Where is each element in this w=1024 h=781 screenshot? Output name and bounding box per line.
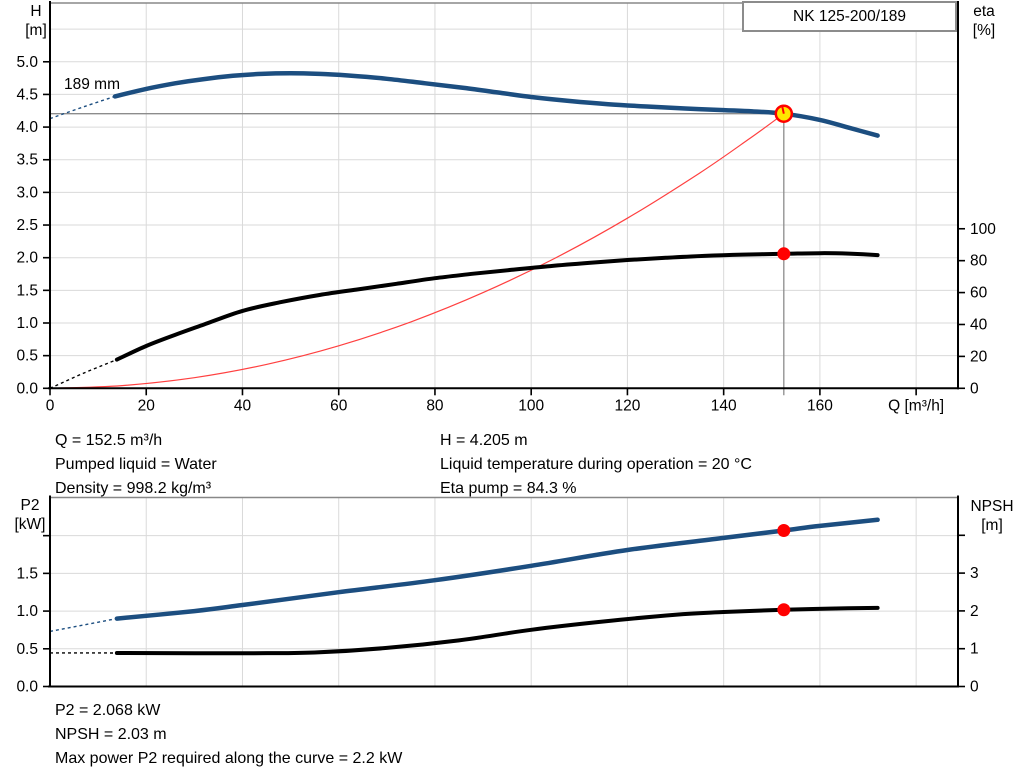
y-right-tick-label: 60 [970, 285, 988, 302]
efficiency-curve [114, 251, 880, 362]
duty-point-needle [781, 106, 785, 114]
y-right-tick-label: 100 [970, 221, 996, 238]
x-tick-label: 0 [46, 397, 55, 414]
y-left-tick-label: 1.5 [16, 282, 38, 299]
pump-model-badge: NK 125-200/189 [742, 1, 957, 32]
y-left-tick-label: 0.0 [16, 380, 38, 397]
system-curve [49, 113, 785, 389]
y-left-tick-label: 1.5 [16, 565, 38, 582]
y-right-tick-label: 40 [970, 316, 988, 333]
y-left-tick-label: 0.5 [16, 641, 38, 658]
y-right-tick-label: 20 [970, 348, 988, 365]
eta-axis-symbol: eta [973, 3, 995, 20]
y-right-tick-label: 0 [970, 380, 979, 397]
y-left-tick-label: 4.0 [16, 119, 38, 136]
eta-pump-value: Eta pump = 84.3 % [440, 480, 577, 497]
pump-curve [112, 70, 880, 138]
eta-axis-unit: [%] [972, 22, 996, 39]
efficiency-curve-dashed [49, 358, 118, 389]
y-left-tick-label: 1.0 [16, 603, 38, 620]
y-left-tick-label: 3.0 [16, 184, 38, 201]
npsh-value: NPSH = 2.03 m [55, 726, 167, 743]
p2-curve-dashed [49, 617, 118, 633]
y-left-tick-label: 1.0 [16, 315, 38, 332]
efficiency-point [777, 247, 791, 261]
y-left-tick-label: 0.0 [16, 679, 38, 696]
eta-axis-unit-label: eta [%] [958, 2, 1010, 40]
x-axis-title: Q [m³/h] [888, 397, 944, 414]
npsh-axis-unit-label: NPSH [m] [962, 497, 1022, 535]
h-axis-symbol: H [30, 3, 42, 20]
max-power-value: Max power P2 required along the curve = … [55, 750, 403, 767]
p2-point [777, 524, 791, 538]
y-left-tick-label: 0.5 [16, 348, 38, 365]
x-tick-label: 60 [330, 397, 348, 414]
y-left-tick-label: 2.5 [16, 217, 38, 234]
liquid-temperature-value: Liquid temperature during operation = 20… [440, 456, 752, 473]
y-right-tick-label: 2 [970, 603, 979, 620]
p2-axis-unit-label: P2 [kW] [6, 496, 54, 534]
y-right-tick-label: 80 [970, 253, 988, 270]
y-right-tick-label: 0 [970, 679, 979, 696]
pumped-liquid-value: Pumped liquid = Water [55, 456, 217, 473]
y-left-tick-label: 4.5 [16, 86, 38, 103]
h-axis-unit: [m] [25, 22, 47, 39]
npsh-point [777, 603, 791, 617]
impeller-diameter-label: 189 mm [64, 76, 120, 93]
h-axis-unit-label: H [m] [12, 2, 60, 40]
x-tick-label: 160 [807, 397, 833, 414]
x-tick-label: 80 [426, 397, 444, 414]
y-left-tick-label: 2.0 [16, 250, 38, 267]
npsh-axis-unit: [m] [981, 517, 1003, 534]
x-tick-label: 20 [138, 397, 156, 414]
y-right-tick-label: 1 [970, 641, 979, 658]
p2-axis-symbol: P2 [20, 497, 40, 514]
x-tick-label: 120 [614, 397, 640, 414]
x-tick-label: 100 [518, 397, 544, 414]
npsh-axis-symbol: NPSH [970, 498, 1014, 515]
y-left-tick-label: 3.5 [16, 152, 38, 169]
density-value: Density = 998.2 kg/m³ [55, 480, 212, 497]
x-tick-label: 40 [234, 397, 252, 414]
head-value: H = 4.205 m [440, 432, 528, 449]
pump-curve-dashed [49, 95, 116, 120]
y-right-tick-label: 3 [970, 565, 979, 582]
p2-value: P2 = 2.068 kW [55, 702, 161, 719]
x-tick-label: 140 [711, 397, 737, 414]
duty-result-left-column: Q = 152.5 m³/h Pumped liquid = Water Den… [55, 429, 217, 501]
flow-value: Q = 152.5 m³/h [55, 432, 163, 449]
duty-result-right-column: H = 4.205 m Liquid temperature during op… [440, 429, 752, 501]
power-result-column: P2 = 2.068 kW NPSH = 2.03 m Max power P2… [55, 699, 402, 771]
p2-axis-unit: [kW] [14, 516, 46, 533]
y-left-tick-label: 5.0 [16, 54, 38, 71]
